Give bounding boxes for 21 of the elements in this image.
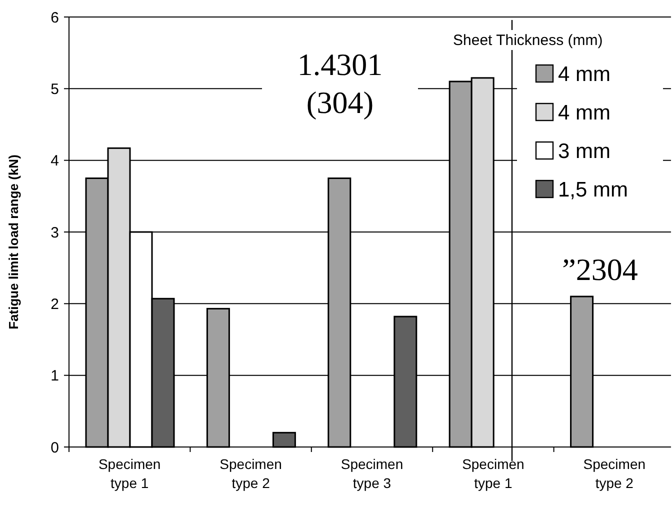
x-tick-label: Specimen type 2 (583, 456, 646, 491)
legend-label: 1,5 mm (558, 178, 628, 202)
legend-label: 4 mm (558, 62, 610, 86)
x-tick-label: Specimen type 3 (340, 456, 404, 491)
y-tick-label: 3 (50, 224, 59, 242)
bar (272, 432, 296, 448)
y-tick-label: 5 (50, 80, 59, 98)
y-tick-label: 0 (50, 439, 59, 456)
legend-label: 3 mm (558, 140, 610, 163)
x-tick-label: Specimen type 2 (220, 456, 282, 491)
y-tick-label: 4 (50, 152, 59, 170)
y-tick-label: 1 (50, 368, 59, 385)
annotation: ”2304 (562, 252, 638, 287)
x-tick-label: Specimen type 1 (462, 456, 524, 491)
y-tick-label: 6 (50, 9, 59, 26)
annotation: 1.4301 (304) (297, 47, 383, 120)
legend-label: 4 mm (558, 101, 610, 124)
y-axis-title: Fatigue limit load range (kN) (6, 154, 21, 330)
x-tick-label: Specimen type 1 (98, 456, 161, 491)
y-tick-label: 2 (50, 296, 59, 313)
legend-title: Sheet Thickness (mm) (453, 32, 603, 49)
